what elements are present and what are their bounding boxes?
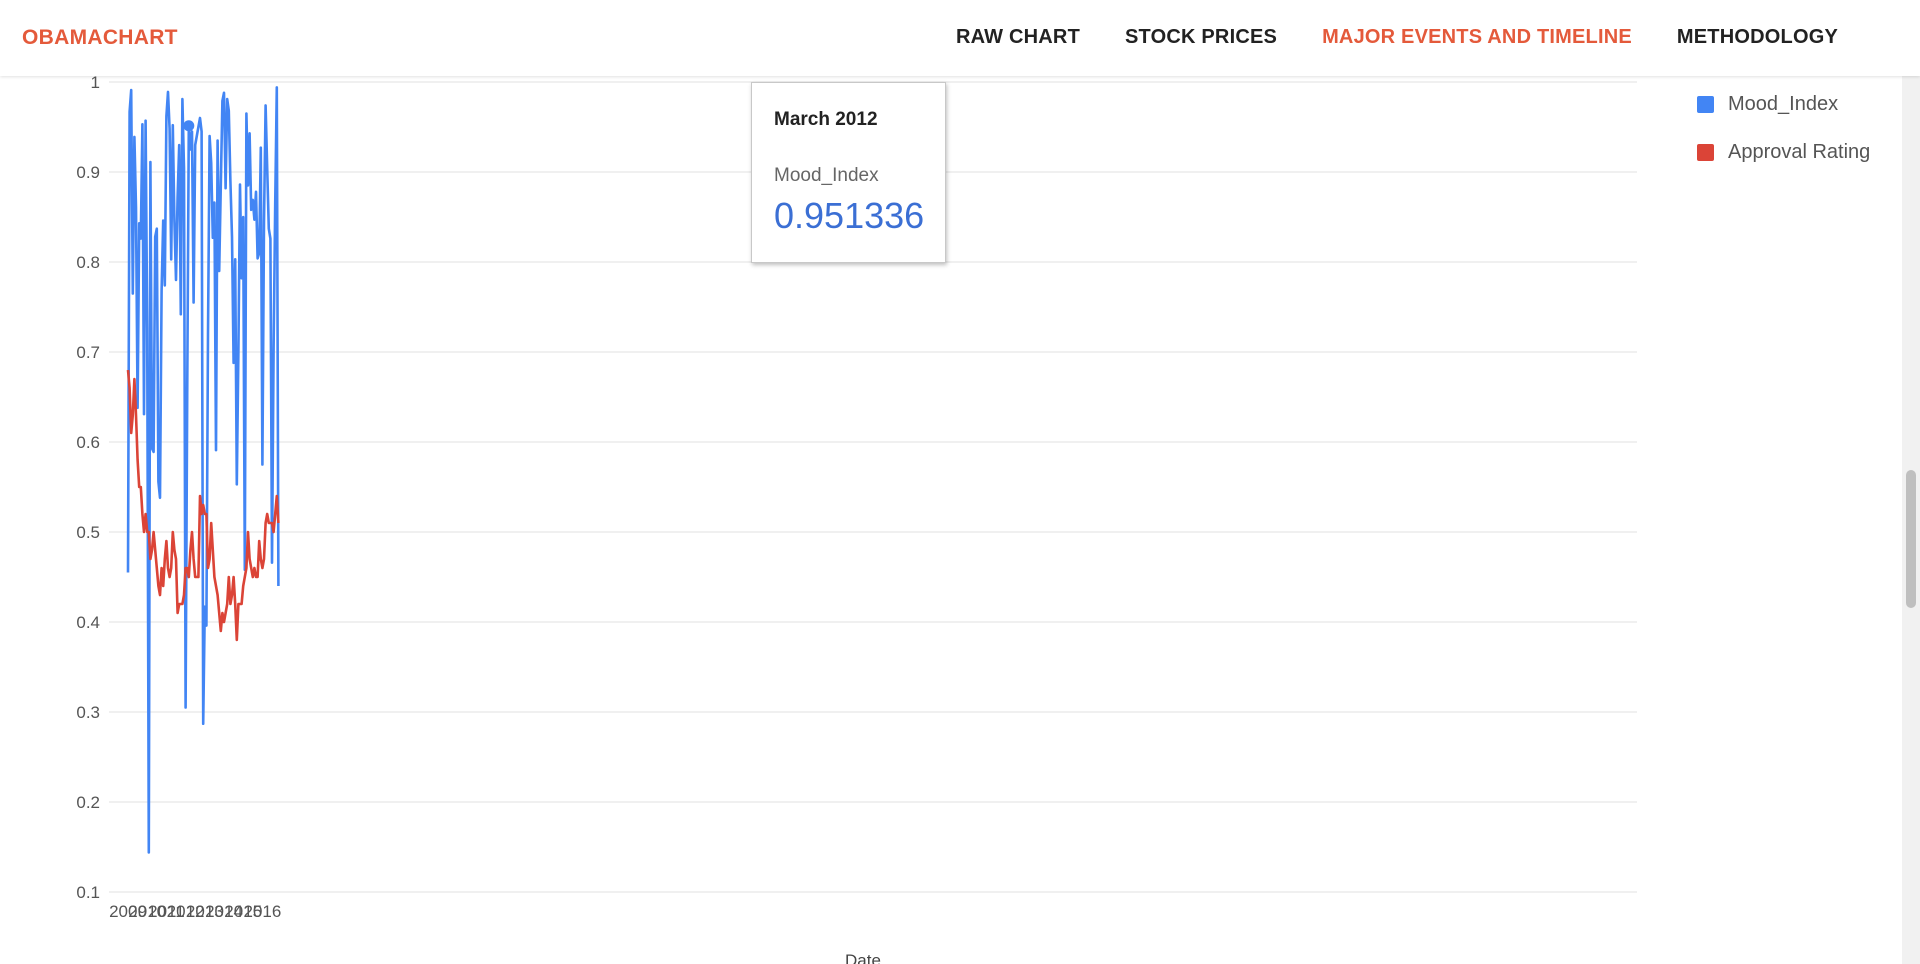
legend-item-mood-index[interactable]: Mood_Index xyxy=(1697,80,1870,128)
y-axis: 0.1 0.2 0.3 0.4 0.5 0.6 0.7 0.8 0.9 1 xyxy=(76,73,100,902)
y-tick-label: 0.2 xyxy=(76,793,100,812)
main-nav: RAW CHART STOCK PRICES MAJOR EVENTS AND … xyxy=(956,26,1838,49)
x-tick-label: 2012 xyxy=(167,902,205,921)
nav-methodology[interactable]: METHODOLOGY xyxy=(1676,26,1838,48)
x-tick-label: 2016 xyxy=(243,902,281,921)
nav-major-events-and-timeline[interactable]: MAJOR EVENTS AND TIMELINE xyxy=(1322,26,1632,48)
tooltip-value: 0.951336 xyxy=(774,195,925,236)
y-tick-label: 0.6 xyxy=(76,433,100,452)
tooltip-title: March 2012 xyxy=(774,109,878,130)
tooltip-series-name: Mood_Index xyxy=(774,165,879,186)
x-tick-label: 2013 xyxy=(186,902,224,921)
chart-legend: Mood_Index Approval Rating xyxy=(1697,80,1870,176)
top-navbar: OBAMACHART RAW CHART STOCK PRICES MAJOR … xyxy=(0,0,1920,76)
y-tick-label: 0.3 xyxy=(76,703,100,722)
legend-swatch-mood-index xyxy=(1697,95,1714,113)
y-tick-label: 0.8 xyxy=(76,253,100,272)
nav-raw-chart[interactable]: RAW CHART xyxy=(955,26,1080,48)
y-tick-label: 0.5 xyxy=(76,523,100,542)
scrollbar-thumb[interactable] xyxy=(1906,470,1916,608)
y-tick-label: 0.7 xyxy=(76,343,100,362)
x-tick-label: 2015 xyxy=(224,902,262,921)
y-tick-label: 0.9 xyxy=(76,163,100,182)
x-tick-label: 2014 xyxy=(205,902,243,921)
x-tick-label: 2011 xyxy=(148,902,185,921)
nav-stock-prices[interactable]: STOCK PRICES xyxy=(1125,26,1278,48)
x-tick-label: 2009 xyxy=(109,902,147,921)
legend-item-approval-rating[interactable]: Approval Rating xyxy=(1697,128,1870,176)
y-tick-label: 0.1 xyxy=(76,883,100,902)
legend-swatch-approval-rating xyxy=(1697,143,1714,161)
y-tick-label: 0.4 xyxy=(76,613,100,632)
y-tick-label: 1 xyxy=(91,73,100,92)
series-line-mood-index[interactable] xyxy=(126,86,280,854)
series-line-approval-rating[interactable] xyxy=(126,369,280,642)
chart-series[interactable] xyxy=(126,86,280,854)
x-axis-title: Date xyxy=(845,951,881,964)
chart-tooltip: March 2012 Mood_Index 0.951336 xyxy=(751,82,946,263)
brand-logo[interactable]: OBAMACHART xyxy=(22,26,178,49)
highlighted-data-point[interactable] xyxy=(183,120,195,132)
x-tick-label: 2010 xyxy=(128,902,166,921)
legend-label: Approval Rating xyxy=(1728,140,1871,163)
legend-label: Mood_Index xyxy=(1728,92,1839,115)
